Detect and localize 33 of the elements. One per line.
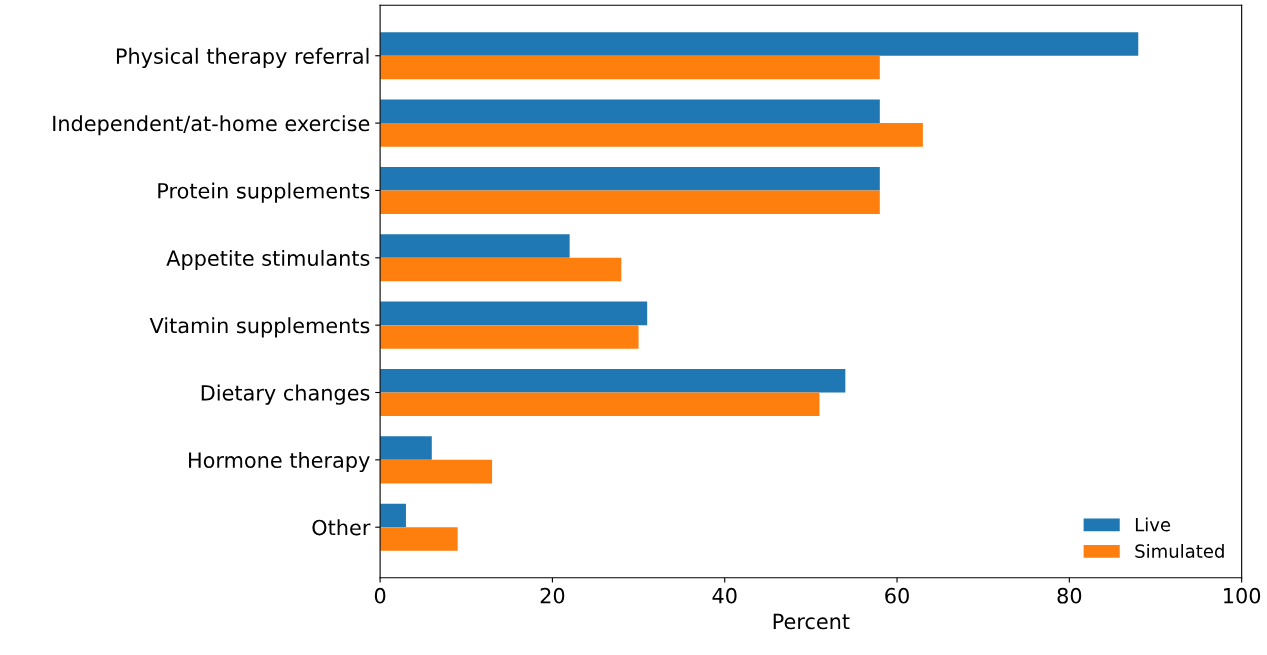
- x-tick-label: 0: [374, 587, 386, 604]
- x-axis-title: Percent: [773, 613, 850, 630]
- bar: [380, 123, 923, 147]
- x-tick-label: 80: [1057, 587, 1082, 604]
- bar: [380, 55, 880, 80]
- y-tick-label: Independent/at-home exercise: [53, 115, 370, 136]
- legend-label: Simulated: [1135, 543, 1224, 558]
- y-tick-label: Hormone therapy: [189, 451, 370, 473]
- bar: [380, 166, 880, 191]
- y-tick-label: Physical therapy referral: [116, 47, 369, 68]
- bar: [380, 459, 493, 484]
- bar: [380, 32, 1139, 56]
- bar: [380, 368, 846, 393]
- y-tick-label: Dietary changes: [201, 384, 370, 405]
- x-tick-label: 60: [885, 587, 909, 604]
- y-tick-label: Other: [312, 519, 371, 536]
- y-tick-label: Appetite stimulants: [166, 249, 370, 271]
- x-tick-label: 20: [540, 587, 565, 604]
- bar: [380, 257, 622, 282]
- bar: [380, 436, 432, 460]
- bar: [380, 301, 648, 326]
- bar: [380, 527, 458, 551]
- legend-label: Live: [1135, 517, 1171, 532]
- bar: [380, 503, 406, 528]
- y-tick-label: Vitamin supplements: [149, 317, 370, 338]
- bar: [380, 234, 570, 258]
- bar: [380, 325, 639, 349]
- x-tick-label: 100: [1224, 587, 1261, 604]
- x-tick-label: 40: [712, 587, 737, 604]
- y-tick-label: Protein supplements: [158, 182, 370, 203]
- bar: [380, 392, 820, 417]
- bar: [380, 190, 880, 215]
- bar: [380, 99, 880, 124]
